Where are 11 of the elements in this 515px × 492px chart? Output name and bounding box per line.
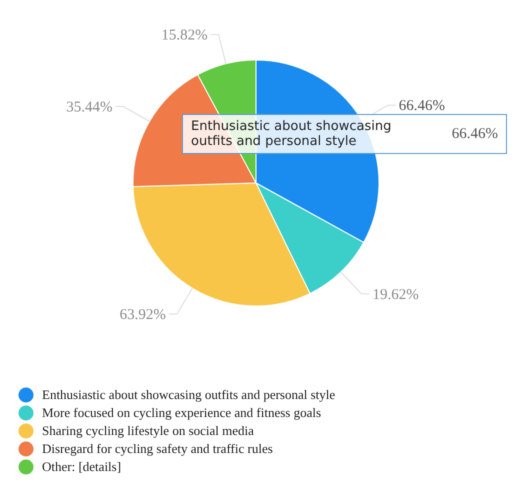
legend-label: Other: [details]: [42, 459, 122, 475]
tooltip-box: Enthusiastic about showcasing outfits and personal style 66.46%: [182, 114, 507, 154]
data-label: 63.92%: [120, 306, 166, 323]
data-label: 35.44%: [66, 99, 113, 116]
data-label: 15.82%: [161, 28, 208, 44]
data-label: 66.46%: [398, 98, 445, 114]
legend-label: Sharing cycling lifestyle on social media: [42, 423, 254, 439]
legend-label: Disregard for cycling safety and traffic rules: [42, 441, 273, 457]
legend-label: More focused on cycling experience and fitness goals: [42, 405, 322, 421]
legend-label: Enthusiastic about showcasing outfits and personal style: [42, 387, 336, 403]
data-label: 19.62%: [372, 286, 419, 303]
